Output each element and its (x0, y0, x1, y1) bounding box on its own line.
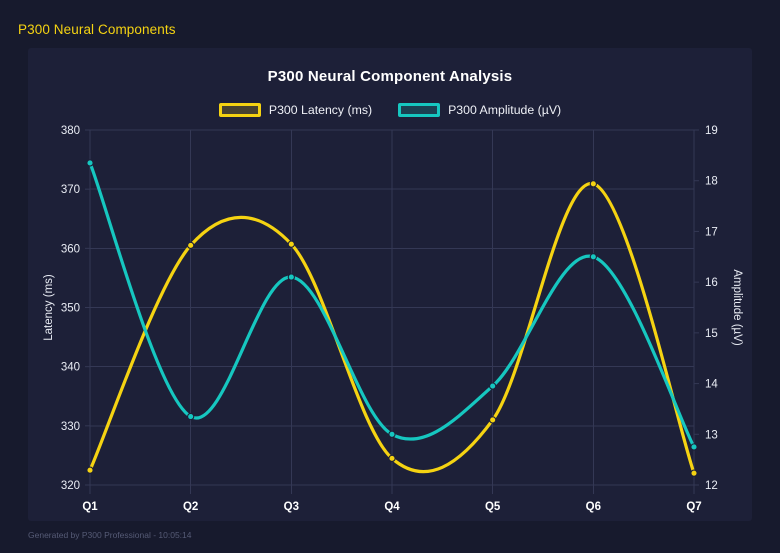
svg-text:Latency (ms): Latency (ms) (43, 274, 55, 341)
chart-card: P300 Neural Component Analysis P300 Late… (28, 48, 752, 521)
data-point[interactable] (86, 159, 94, 167)
left-axis-layer: 320 330 340 350 360 370 380 (61, 125, 90, 492)
svg-text:Q2: Q2 (183, 501, 198, 513)
series-layer (86, 159, 698, 477)
axis-titles-layer: Latency (ms) Amplitude (µV) (43, 269, 743, 345)
data-point[interactable] (86, 466, 94, 474)
svg-text:Q7: Q7 (686, 501, 701, 513)
data-point[interactable] (489, 416, 497, 424)
chart-legend: P300 Latency (ms) P300 Amplitude (µV) (28, 103, 752, 117)
right-axis-layer: 12 13 14 15 16 17 18 19 (694, 125, 718, 492)
svg-text:Q3: Q3 (284, 501, 299, 513)
x-axis-layer: Q1 Q2 Q3 Q4 Q5 Q6 Q7 (82, 501, 701, 513)
chart-plot-svg: 320 330 340 350 360 370 380 12 13 14 15 16 17 18 19 Q… (43, 125, 743, 513)
series-latency (86, 180, 698, 477)
legend-item-latency[interactable]: P300 Latency (ms) (218, 103, 373, 117)
svg-text:Q5: Q5 (485, 501, 501, 513)
svg-text:350: 350 (61, 303, 80, 315)
legend-item-amplitude[interactable]: P300 Amplitude (µV) (398, 103, 561, 117)
svg-text:360: 360 (61, 243, 80, 255)
data-point[interactable] (690, 469, 698, 477)
page-header: P300 Neural Components (0, 0, 780, 48)
data-point[interactable] (287, 240, 295, 248)
data-point[interactable] (589, 180, 597, 188)
plot-area: 320 330 340 350 360 370 380 12 13 14 15 16 17 18 19 Q… (28, 48, 752, 521)
chart-title: P300 Neural Component Analysis (267, 68, 513, 85)
legend-swatch-latency (218, 103, 261, 117)
svg-text:18: 18 (705, 176, 718, 188)
page-title: P300 Neural Components (18, 22, 176, 37)
svg-text:320: 320 (61, 480, 80, 492)
svg-text:380: 380 (61, 125, 80, 137)
legend-swatch-amplitude (398, 103, 441, 117)
grid-layer (89, 129, 695, 494)
svg-text:15: 15 (705, 328, 718, 340)
svg-text:12: 12 (705, 480, 718, 492)
svg-text:Amplitude (µV): Amplitude (µV) (731, 269, 743, 345)
series-amplitude (86, 159, 698, 451)
data-point[interactable] (489, 382, 497, 390)
svg-text:13: 13 (705, 429, 718, 441)
svg-text:Q1: Q1 (82, 501, 98, 513)
legend-label-latency: P300 Latency (ms) (268, 103, 373, 117)
svg-text:14: 14 (705, 379, 718, 391)
svg-text:340: 340 (61, 362, 80, 374)
svg-text:17: 17 (705, 226, 718, 238)
data-point[interactable] (388, 430, 396, 438)
data-point[interactable] (287, 273, 295, 281)
footer-note: Generated by P300 Professional - 10:05:1… (28, 530, 192, 540)
svg-text:16: 16 (705, 277, 718, 289)
data-point[interactable] (187, 412, 195, 421)
svg-text:330: 330 (61, 421, 80, 433)
data-point[interactable] (690, 443, 698, 451)
data-point[interactable] (589, 253, 597, 261)
data-point[interactable] (187, 241, 195, 250)
svg-text:Q4: Q4 (384, 501, 400, 513)
data-point[interactable] (388, 454, 396, 463)
svg-text:370: 370 (61, 184, 80, 196)
svg-text:Q6: Q6 (586, 501, 601, 513)
svg-text:19: 19 (705, 125, 718, 137)
legend-label-amplitude: P300 Amplitude (µV) (448, 103, 562, 117)
